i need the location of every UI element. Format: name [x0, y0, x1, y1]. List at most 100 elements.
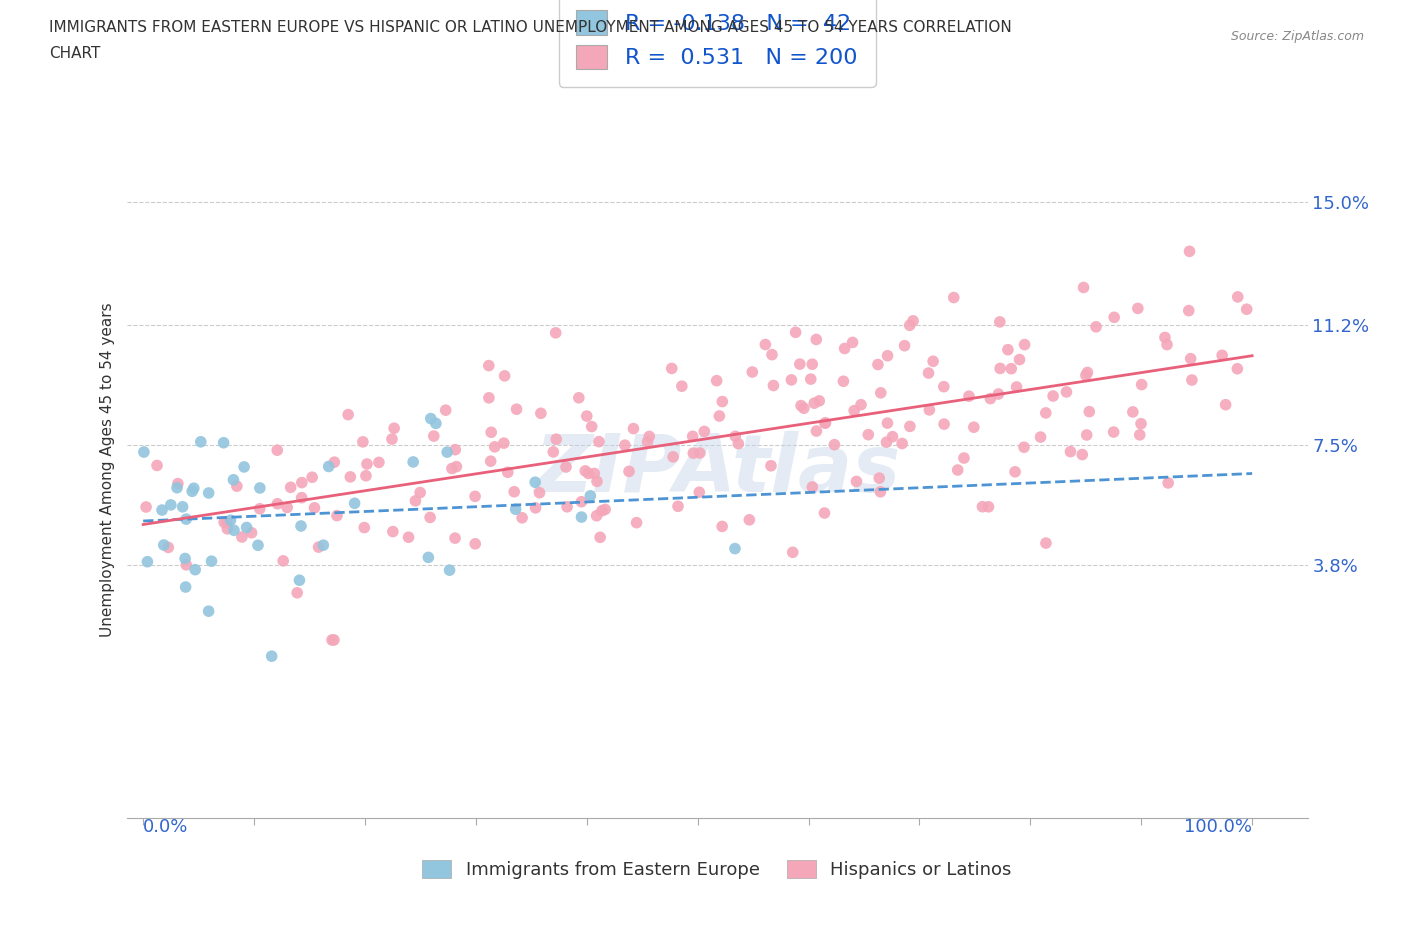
- Point: [662, 449, 685, 464]
- Point: [808, 393, 831, 408]
- Point: [1126, 301, 1149, 316]
- Point: [382, 420, 405, 435]
- Point: [492, 436, 515, 451]
- Point: [352, 434, 374, 449]
- Point: [222, 472, 245, 487]
- Point: [841, 335, 863, 350]
- Point: [446, 459, 468, 474]
- Point: [323, 632, 346, 647]
- Point: [266, 443, 288, 458]
- Point: [503, 485, 526, 499]
- Point: [1074, 368, 1097, 383]
- Text: IMMIGRANTS FROM EASTERN EUROPE VS HISPANIC OR LATINO UNEMPLOYMENT AMONG AGES 45 : IMMIGRANTS FROM EASTERN EUROPE VS HISPAN…: [49, 20, 1012, 35]
- Point: [505, 502, 527, 517]
- Point: [1226, 362, 1249, 377]
- Point: [172, 499, 194, 514]
- Point: [942, 290, 965, 305]
- Point: [1130, 417, 1153, 432]
- Point: [529, 485, 551, 500]
- Point: [581, 419, 603, 434]
- Point: [585, 509, 607, 524]
- Point: [898, 418, 921, 433]
- Point: [1035, 405, 1057, 420]
- Point: [225, 479, 247, 494]
- Point: [157, 540, 180, 555]
- Point: [1000, 361, 1022, 376]
- Point: [793, 401, 815, 416]
- Point: [409, 485, 432, 500]
- Point: [308, 539, 330, 554]
- Point: [543, 445, 565, 459]
- Point: [1154, 330, 1177, 345]
- Point: [876, 434, 898, 449]
- Point: [571, 510, 593, 525]
- Point: [849, 397, 872, 412]
- Point: [166, 480, 188, 495]
- Point: [343, 496, 366, 511]
- Point: [988, 314, 1011, 329]
- Point: [613, 438, 636, 453]
- Point: [617, 464, 640, 479]
- Point: [353, 520, 375, 535]
- Text: CHART: CHART: [49, 46, 101, 61]
- Point: [276, 500, 298, 515]
- Point: [555, 459, 578, 474]
- Point: [866, 357, 889, 372]
- Point: [439, 563, 461, 578]
- Point: [436, 445, 458, 459]
- Point: [167, 476, 190, 491]
- Point: [246, 538, 269, 552]
- Text: Source: ZipAtlas.com: Source: ZipAtlas.com: [1230, 30, 1364, 43]
- Point: [893, 339, 915, 353]
- Point: [782, 545, 804, 560]
- Point: [524, 500, 547, 515]
- Point: [200, 553, 222, 568]
- Point: [1130, 378, 1153, 392]
- Point: [136, 554, 159, 569]
- Point: [761, 347, 783, 362]
- Point: [434, 403, 457, 418]
- Point: [402, 455, 425, 470]
- Point: [464, 537, 486, 551]
- Point: [803, 396, 825, 411]
- Point: [626, 515, 648, 530]
- Point: [844, 404, 866, 418]
- Point: [688, 485, 710, 499]
- Point: [801, 480, 824, 495]
- Point: [271, 553, 294, 568]
- Point: [1014, 338, 1036, 352]
- Point: [339, 470, 361, 485]
- Point: [790, 398, 813, 413]
- Point: [682, 429, 704, 444]
- Point: [505, 402, 527, 417]
- Point: [891, 436, 914, 451]
- Point: [666, 498, 689, 513]
- Point: [150, 502, 173, 517]
- Text: 0.0%: 0.0%: [143, 818, 188, 836]
- Point: [917, 365, 939, 380]
- Point: [977, 499, 1000, 514]
- Point: [444, 443, 467, 458]
- Point: [709, 408, 731, 423]
- Point: [571, 494, 593, 509]
- Point: [922, 353, 945, 368]
- Point: [231, 529, 253, 544]
- Point: [484, 439, 506, 454]
- Point: [1059, 445, 1081, 459]
- Point: [1004, 464, 1026, 479]
- Point: [159, 498, 181, 512]
- Point: [444, 531, 467, 546]
- Point: [806, 424, 828, 439]
- Point: [1177, 303, 1199, 318]
- Point: [381, 432, 404, 446]
- Point: [575, 408, 598, 423]
- Point: [1073, 280, 1095, 295]
- Point: [152, 538, 174, 552]
- Point: [423, 429, 446, 444]
- Point: [235, 520, 257, 535]
- Point: [834, 341, 856, 356]
- Point: [578, 466, 600, 481]
- Point: [869, 485, 891, 499]
- Point: [586, 474, 609, 489]
- Point: [711, 394, 734, 409]
